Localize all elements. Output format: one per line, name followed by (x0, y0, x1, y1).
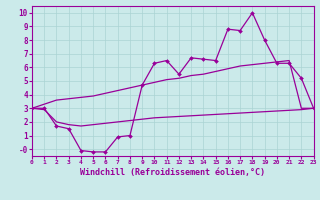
X-axis label: Windchill (Refroidissement éolien,°C): Windchill (Refroidissement éolien,°C) (80, 168, 265, 177)
